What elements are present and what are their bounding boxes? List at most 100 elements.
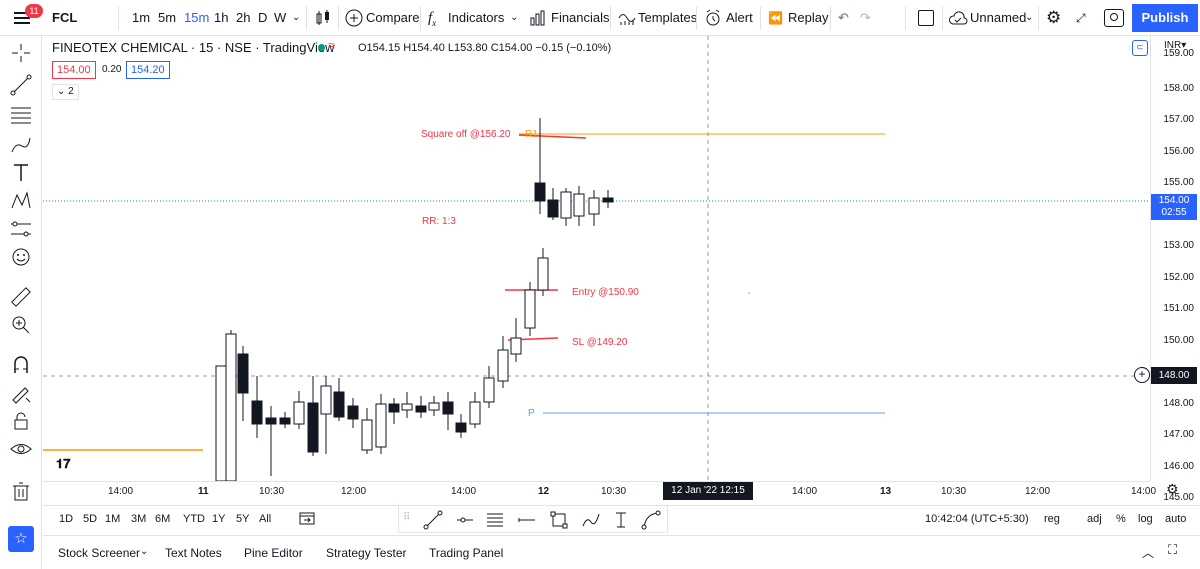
- indicators-dropdown-icon[interactable]: ⌄: [510, 12, 519, 23]
- indicators-button[interactable]: Indicators: [448, 10, 505, 25]
- main-menu-button[interactable]: 11: [0, 0, 43, 36]
- rr-label[interactable]: RR: 1:3: [422, 216, 456, 227]
- emoji-icon[interactable]: [8, 244, 34, 270]
- range-3m[interactable]: 3M: [131, 513, 147, 525]
- percent-toggle[interactable]: %: [1116, 513, 1126, 525]
- interval-1m[interactable]: 1m: [132, 10, 151, 25]
- draw-brush-icon[interactable]: [581, 510, 601, 530]
- trend-line-icon[interactable]: [8, 72, 34, 98]
- entry-label[interactable]: Entry @150.90: [572, 287, 639, 298]
- price-chart[interactable]: [43, 36, 1150, 481]
- chart-settings-gear-icon[interactable]: ⚙: [1166, 481, 1179, 497]
- collapse-panel-chevron-icon[interactable]: ︿: [1142, 546, 1155, 560]
- buy-price-button[interactable]: 154.20: [126, 61, 170, 79]
- sl-label[interactable]: SL @149.20: [572, 337, 628, 348]
- drag-handle-icon[interactable]: ⠿: [403, 512, 411, 523]
- redo-icon[interactable]: ↷: [860, 10, 871, 25]
- replay-rewind-icon[interactable]: ⏪: [768, 11, 783, 25]
- draw-horizontal-line-icon[interactable]: [517, 510, 537, 530]
- range-1y[interactable]: 1Y: [212, 513, 226, 525]
- interval-w[interactable]: W: [274, 10, 287, 25]
- range-1d[interactable]: 1D: [59, 513, 74, 525]
- draw-rectangle-icon[interactable]: [549, 510, 569, 530]
- replay-button[interactable]: Replay: [788, 10, 829, 25]
- indicators-fx-icon[interactable]: fx: [428, 10, 437, 28]
- camera-snapshot-icon[interactable]: [1104, 9, 1124, 27]
- keep-drawing-icon[interactable]: [8, 380, 34, 406]
- draw-curve-icon[interactable]: [641, 510, 661, 530]
- currency-selector[interactable]: INR▾: [1164, 40, 1187, 51]
- templates-icon[interactable]: [618, 10, 636, 26]
- publish-button[interactable]: Publish: [1132, 4, 1198, 32]
- square-off-label[interactable]: Square off @156.20: [421, 129, 511, 140]
- layout-name-button[interactable]: Unnamed: [970, 10, 1027, 25]
- bottom-tab[interactable]: Stock Screener: [58, 546, 141, 560]
- text-tool-icon[interactable]: [8, 160, 34, 186]
- pattern-tool-icon[interactable]: [8, 188, 34, 214]
- financials-icon[interactable]: [530, 10, 546, 26]
- watchlist-star-icon[interactable]: ☆: [8, 526, 34, 552]
- cloud-icon[interactable]: [948, 10, 968, 26]
- brush-icon[interactable]: [8, 132, 34, 158]
- hide-drawings-eye-icon[interactable]: [8, 436, 34, 462]
- interval-d[interactable]: D: [258, 10, 268, 25]
- fullscreen-layout-icon[interactable]: [918, 10, 934, 26]
- goto-date-icon[interactable]: [298, 510, 316, 526]
- sell-price-button[interactable]: 154.00: [52, 61, 96, 79]
- range-6m[interactable]: 6M: [155, 513, 171, 525]
- bottom-tab[interactable]: Text Notes: [165, 546, 222, 560]
- price-scale[interactable]: 159.00158.00157.00156.00155.00154.00153.…: [1150, 36, 1200, 503]
- zoom-in-icon[interactable]: [8, 312, 34, 338]
- range-5y[interactable]: 5Y: [236, 513, 250, 525]
- time-axis[interactable]: 14:00 11 10:30 12:00 14:00 12 10:30 14:00 13 10:3…: [43, 481, 1156, 501]
- auto-scale-icon[interactable]: ⊂: [1132, 40, 1148, 56]
- alert-clock-icon[interactable]: [704, 9, 722, 27]
- range-all[interactable]: All: [259, 513, 272, 525]
- maximize-panel-icon[interactable]: ⛶: [1168, 542, 1178, 557]
- interval-5m[interactable]: 5m: [158, 10, 177, 25]
- trash-remove-icon[interactable]: [8, 478, 34, 504]
- interval-15m[interactable]: 15m: [184, 10, 210, 25]
- lock-drawings-icon[interactable]: [8, 408, 34, 434]
- range-ytd[interactable]: YTD: [183, 513, 205, 525]
- range-1m[interactable]: 1M: [105, 513, 121, 525]
- compare-button[interactable]: Compare: [366, 10, 420, 25]
- indicators-collapse-toggle[interactable]: ⌄ 2: [52, 84, 79, 100]
- interval-1h[interactable]: 1h: [214, 10, 229, 25]
- ruler-measure-icon[interactable]: [8, 284, 34, 310]
- bottom-tab[interactable]: Trading Panel: [429, 546, 504, 560]
- draw-text-icon[interactable]: [611, 510, 631, 530]
- settings-gear-icon[interactable]: ⚙: [1046, 8, 1062, 27]
- compare-plus-icon[interactable]: [345, 9, 363, 27]
- session-selector[interactable]: reg: [1044, 513, 1060, 525]
- interval-dropdown-icon[interactable]: ⌄: [292, 12, 301, 23]
- draw-horizontal-ray-icon[interactable]: [455, 510, 475, 530]
- add-alert-plus-icon[interactable]: +: [1134, 367, 1150, 383]
- fullscreen-expand-icon[interactable]: ⤢: [1076, 11, 1086, 25]
- log-toggle[interactable]: log: [1138, 513, 1153, 525]
- bottom-tab[interactable]: Pine Editor: [244, 546, 303, 560]
- auto-toggle[interactable]: auto: [1165, 513, 1187, 525]
- crosshair-cursor-icon[interactable]: [8, 40, 34, 66]
- prediction-tool-icon[interactable]: [8, 216, 34, 242]
- range-5d[interactable]: 5D: [83, 513, 98, 525]
- magnet-icon[interactable]: [8, 352, 34, 378]
- screener-dropdown-icon[interactable]: ⌄: [140, 546, 149, 557]
- symbol-legend-title[interactable]: FINEOTEX CHEMICAL · 15 · NSE · TradingVi…: [52, 40, 335, 55]
- symbol-search[interactable]: FCL: [52, 10, 78, 25]
- financials-button[interactable]: Financials: [551, 10, 610, 25]
- bottom-tab[interactable]: Strategy Tester: [326, 546, 407, 560]
- fib-retracement-icon[interactable]: [8, 102, 34, 128]
- tradingview-logo[interactable]: 𝟏𝟕: [56, 456, 71, 471]
- layout-dropdown-icon[interactable]: ⌄: [1025, 12, 1034, 23]
- templates-button[interactable]: Templates: [638, 10, 698, 25]
- alert-button[interactable]: Alert: [726, 10, 753, 25]
- draw-trend-line-icon[interactable]: [423, 510, 443, 530]
- draw-fib-icon[interactable]: [485, 510, 505, 530]
- interval-2h[interactable]: 2h: [236, 10, 251, 25]
- adj-toggle[interactable]: adj: [1087, 513, 1102, 525]
- candles-chart-type-icon[interactable]: [314, 9, 332, 27]
- undo-icon[interactable]: ↶: [838, 10, 849, 25]
- square-off-line[interactable]: [518, 134, 587, 139]
- clock-timezone[interactable]: 10:42:04 (UTC+5:30): [925, 513, 1029, 525]
